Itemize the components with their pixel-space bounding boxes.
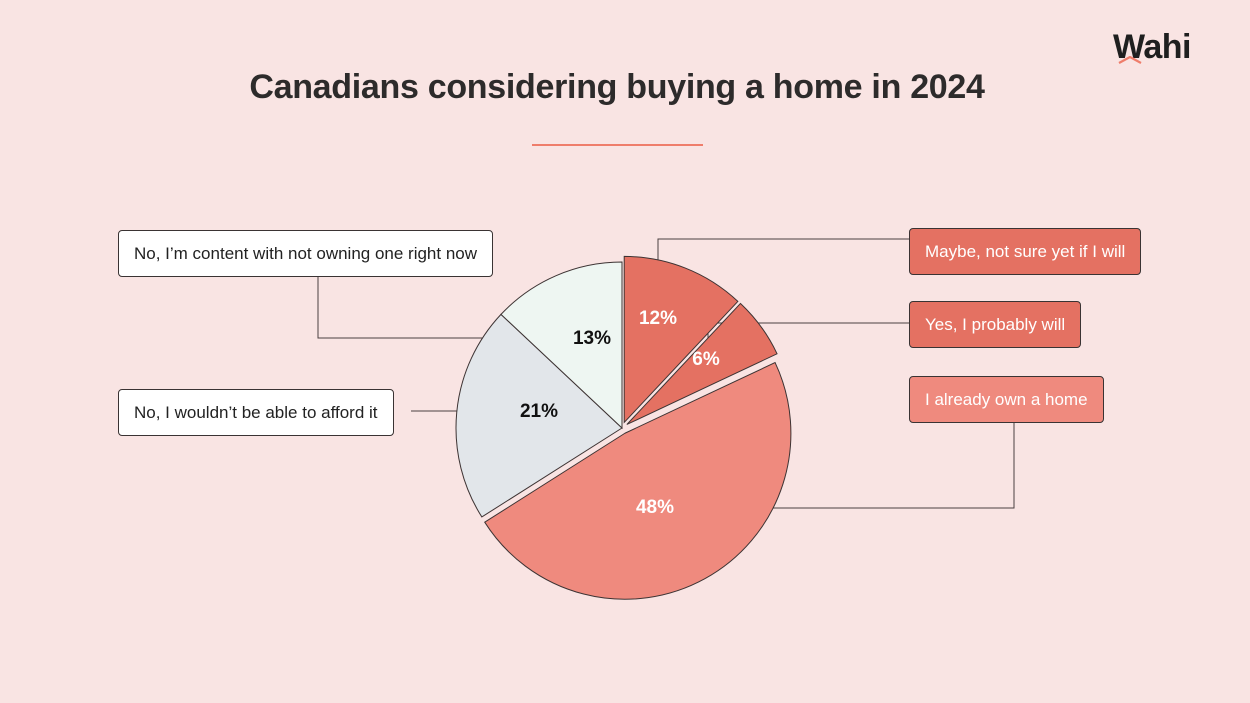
callout-afford-label: No, I wouldn’t be able to afford it	[134, 402, 378, 422]
title-underline	[532, 144, 703, 146]
callout-content: No, I’m content with not owning one righ…	[118, 230, 494, 277]
callout-already-own: I already own a home	[909, 376, 1104, 423]
slice-cannot-afford	[455, 313, 623, 518]
slice-yes-probably	[626, 302, 778, 425]
leader-own	[687, 422, 1015, 509]
value-label-own: 48%	[636, 497, 674, 518]
slice-already-own	[484, 361, 792, 600]
logo-roof-icon	[1118, 56, 1142, 64]
value-label-yes: 6%	[692, 349, 720, 370]
callout-content-label: No, I’m content with not owning one righ…	[134, 243, 478, 263]
value-label-afford: 21%	[520, 401, 558, 422]
callout-yes-label: Yes, I probably will	[925, 314, 1066, 334]
slice-content	[500, 261, 623, 430]
callout-own-label: I already own a home	[925, 389, 1088, 409]
value-label-maybe: 12%	[639, 308, 677, 329]
value-label-content: 13%	[573, 328, 611, 349]
chart-title: Canadians considering buying a home in 2…	[249, 68, 985, 106]
slice-maybe	[623, 255, 739, 424]
callout-maybe: Maybe, not sure yet if I will	[909, 228, 1142, 275]
callout-cannot-afford: No, I wouldn’t be able to afford it	[118, 389, 394, 436]
callout-yes-probably: Yes, I probably will	[909, 301, 1082, 348]
callout-maybe-label: Maybe, not sure yet if I will	[925, 241, 1126, 261]
